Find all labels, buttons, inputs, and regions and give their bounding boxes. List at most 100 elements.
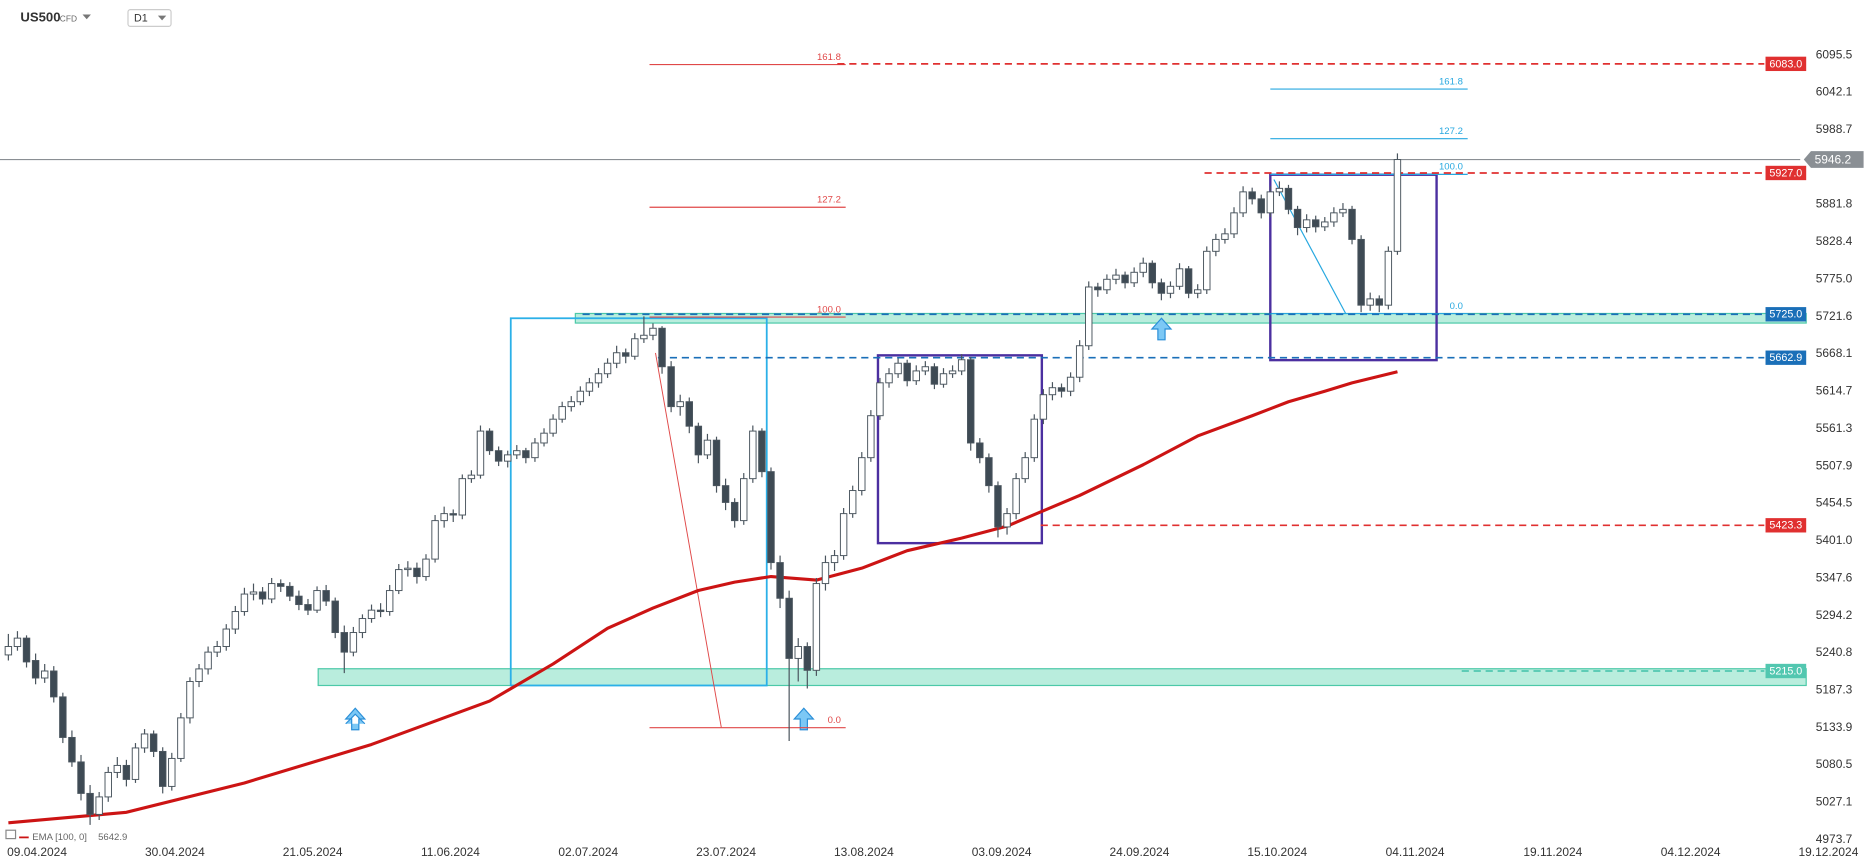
candle-body bbox=[1239, 191, 1247, 214]
candle-body bbox=[1393, 159, 1402, 252]
candle-body bbox=[1339, 208, 1347, 214]
candle-body bbox=[1375, 298, 1383, 306]
candle-body bbox=[513, 450, 521, 456]
candle-body bbox=[494, 450, 503, 462]
candle-body bbox=[1293, 208, 1302, 229]
candle-body bbox=[40, 670, 49, 679]
candle-body bbox=[1048, 387, 1057, 396]
candle-body bbox=[1312, 219, 1320, 228]
y-tick-label: 5080.5 bbox=[1816, 757, 1853, 771]
price-tag bbox=[1765, 663, 1807, 679]
range-box bbox=[1269, 173, 1438, 362]
symbol[interactable]: US500 bbox=[20, 10, 60, 25]
x-tick-label: 30.04.2024 bbox=[145, 845, 205, 859]
ema-legend: EMA [100, 0] 5642.9 bbox=[5, 829, 127, 843]
candle-body bbox=[622, 352, 630, 357]
candle-body bbox=[1175, 268, 1184, 287]
price-tag bbox=[1765, 518, 1807, 533]
candle-body bbox=[939, 373, 948, 385]
candle-body bbox=[1157, 282, 1166, 294]
candle-body bbox=[186, 681, 194, 719]
range-box bbox=[509, 317, 768, 687]
candle-body bbox=[785, 597, 793, 659]
candle-body bbox=[585, 382, 594, 392]
candle-body bbox=[149, 733, 158, 752]
candle-body bbox=[921, 366, 930, 372]
candle-body bbox=[476, 430, 485, 476]
fib-label: 0.0 bbox=[828, 715, 841, 726]
y-tick-label: 5775.0 bbox=[1816, 271, 1853, 285]
candle-body bbox=[458, 478, 467, 516]
x-tick-label: 13.08.2024 bbox=[834, 845, 894, 859]
candle-body bbox=[876, 382, 884, 417]
candle-body bbox=[50, 670, 58, 698]
candle-body bbox=[122, 764, 131, 780]
y-tick-label: 5881.8 bbox=[1816, 197, 1853, 211]
candle-body bbox=[640, 334, 648, 340]
candle-body bbox=[1003, 513, 1011, 528]
y-tick-label: 5187.3 bbox=[1816, 683, 1853, 697]
candle-body bbox=[948, 370, 957, 375]
candle-body bbox=[1348, 208, 1356, 240]
candle-body bbox=[712, 439, 721, 487]
dropdown-arrow[interactable] bbox=[157, 15, 167, 21]
candle-body bbox=[930, 366, 939, 385]
fib-label: 161.8 bbox=[1439, 76, 1463, 87]
y-tick-label: 5133.9 bbox=[1816, 720, 1853, 734]
candle-body bbox=[1021, 457, 1029, 480]
candle-body bbox=[1066, 376, 1075, 392]
candle-body bbox=[1085, 286, 1093, 347]
instrument-kind: CFD bbox=[60, 13, 77, 23]
fib-label: 100.0 bbox=[817, 304, 841, 315]
candle-body bbox=[631, 338, 639, 357]
candle-body bbox=[730, 501, 739, 522]
candle-body bbox=[531, 442, 539, 459]
candle-body bbox=[68, 736, 76, 763]
candle-body bbox=[1103, 278, 1111, 291]
legend-name: EMA [100, 0] bbox=[32, 832, 87, 843]
candle-body bbox=[848, 490, 857, 515]
candle-body bbox=[985, 457, 993, 487]
candle-body bbox=[1193, 289, 1202, 294]
candle-body bbox=[649, 327, 657, 336]
candle-body bbox=[22, 637, 31, 663]
timeframe-box[interactable] bbox=[127, 9, 172, 28]
candle-body bbox=[612, 352, 621, 364]
candle-body bbox=[767, 471, 775, 564]
candle-body bbox=[1203, 250, 1211, 291]
y-tick-label: 5027.1 bbox=[1816, 795, 1853, 809]
candle-body bbox=[13, 637, 22, 648]
candle-body bbox=[358, 618, 367, 634]
fib-label: 127.2 bbox=[817, 195, 841, 206]
candle-body bbox=[95, 796, 103, 815]
candle-body bbox=[404, 567, 412, 571]
candle-body bbox=[140, 733, 149, 749]
candle-body bbox=[86, 792, 94, 815]
price-tag bbox=[1765, 350, 1807, 365]
fib-label: 161.8 bbox=[817, 52, 841, 63]
fib-anchor-line bbox=[655, 352, 722, 728]
candle-body bbox=[1275, 187, 1284, 193]
candle-body bbox=[1284, 187, 1293, 210]
candle-body bbox=[177, 717, 185, 759]
candle-body bbox=[1230, 212, 1238, 235]
dropdown-arrow[interactable] bbox=[82, 14, 91, 20]
legend-icon[interactable] bbox=[5, 829, 17, 840]
candle-body bbox=[331, 600, 339, 634]
y-tick-label: 5401.0 bbox=[1816, 533, 1853, 547]
candle-body bbox=[231, 611, 240, 630]
y-tick-label: 5668.1 bbox=[1816, 346, 1853, 360]
candle-body bbox=[1221, 233, 1229, 240]
candle-body bbox=[367, 609, 376, 620]
range-box bbox=[876, 354, 1044, 545]
candle-body bbox=[422, 558, 430, 578]
candle-body bbox=[1112, 274, 1120, 280]
candle-body bbox=[858, 457, 866, 492]
x-tick-label: 21.05.2024 bbox=[283, 845, 343, 859]
candle-body bbox=[1148, 262, 1157, 284]
y-tick-label: 5347.6 bbox=[1816, 570, 1853, 584]
price-tag bbox=[1765, 307, 1807, 322]
candle-body bbox=[485, 430, 494, 452]
x-tick-label: 02.07.2024 bbox=[558, 845, 618, 859]
y-tick-label: 5721.6 bbox=[1816, 309, 1853, 323]
